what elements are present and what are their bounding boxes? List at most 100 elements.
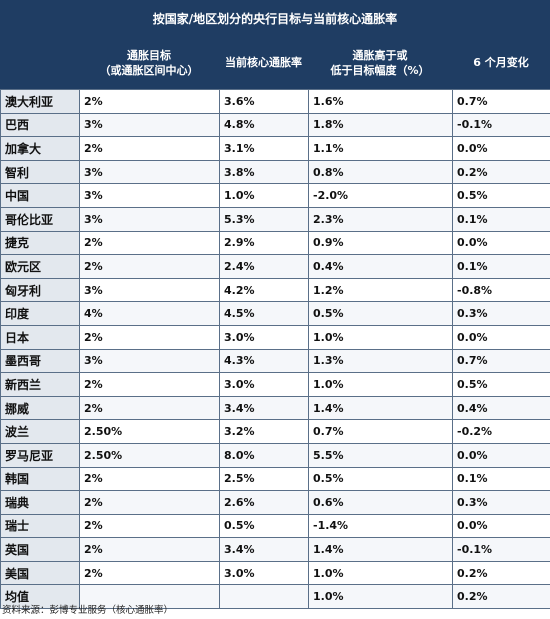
table-row: 美国 2% 3.0% 1.0% 0.2% bbox=[0, 560, 550, 586]
country-cell: 捷克 bbox=[0, 230, 80, 256]
core-cell: 3.0% bbox=[219, 324, 309, 350]
target-cell: 3% bbox=[79, 277, 220, 303]
core-cell bbox=[219, 584, 309, 610]
country-cell: 中国 bbox=[0, 183, 80, 208]
gap-cell: 0.6% bbox=[308, 490, 453, 515]
change-cell: 0.0% bbox=[452, 513, 550, 539]
target-cell: 2% bbox=[79, 466, 220, 492]
change-cell: 0.2% bbox=[452, 560, 550, 586]
target-cell bbox=[79, 584, 220, 610]
gap-cell: 1.4% bbox=[308, 395, 453, 421]
header-country bbox=[0, 36, 79, 89]
gap-cell: 0.4% bbox=[308, 254, 453, 279]
table-row-average: 均值 1.0% 0.2% bbox=[0, 584, 550, 610]
target-cell: 2% bbox=[79, 513, 220, 539]
change-cell: 0.1% bbox=[452, 206, 550, 232]
table-title: 按国家/地区划分的央行目标与当前核心通胀率 bbox=[0, 0, 550, 36]
gap-cell: 1.2% bbox=[308, 277, 453, 303]
change-cell: -0.8% bbox=[452, 277, 550, 303]
table-body: 澳大利亚 2% 3.6% 1.6% 0.7% 巴西 3% 4.8% 1.8% -0.1% 加拿大 2%… bbox=[0, 89, 550, 610]
header-gap-label: 通胀高于或 低于目标幅度（%） bbox=[330, 48, 430, 77]
header-change: 6 个月变化 bbox=[452, 36, 550, 89]
target-cell: 2% bbox=[79, 560, 220, 586]
change-cell: 0.2% bbox=[452, 159, 550, 185]
table-row: 新西兰 2% 3.0% 1.0% 0.5% bbox=[0, 372, 550, 397]
country-cell: 印度 bbox=[0, 301, 80, 326]
target-cell: 2% bbox=[79, 89, 220, 114]
core-cell: 4.2% bbox=[219, 277, 309, 303]
change-cell: 0.7% bbox=[452, 348, 550, 374]
core-cell: 3.4% bbox=[219, 537, 309, 562]
country-cell: 加拿大 bbox=[0, 136, 80, 161]
gap-cell: 0.8% bbox=[308, 159, 453, 185]
core-cell: 3.8% bbox=[219, 159, 309, 185]
gap-cell: 1.8% bbox=[308, 112, 453, 138]
country-cell: 欧元区 bbox=[0, 254, 80, 279]
gap-cell: 1.1% bbox=[308, 136, 453, 161]
core-cell: 3.0% bbox=[219, 372, 309, 397]
change-cell: 0.0% bbox=[452, 230, 550, 256]
table-row: 波兰 2.50% 3.2% 0.7% -0.2% bbox=[0, 419, 550, 444]
table-row: 加拿大 2% 3.1% 1.1% 0.0% bbox=[0, 136, 550, 161]
table-row: 哥伦比亚 3% 5.3% 2.3% 0.1% bbox=[0, 206, 550, 232]
core-cell: 4.3% bbox=[219, 348, 309, 374]
country-cell: 哥伦比亚 bbox=[0, 206, 80, 232]
country-cell: 瑞士 bbox=[0, 513, 80, 539]
table-row: 匈牙利 3% 4.2% 1.2% -0.8% bbox=[0, 277, 550, 303]
table-row: 欧元区 2% 2.4% 0.4% 0.1% bbox=[0, 254, 550, 279]
core-cell: 2.4% bbox=[219, 254, 309, 279]
core-cell: 4.8% bbox=[219, 112, 309, 138]
gap-cell: 0.7% bbox=[308, 419, 453, 444]
change-cell: 0.7% bbox=[452, 89, 550, 114]
table-row: 瑞士 2% 0.5% -1.4% 0.0% bbox=[0, 513, 550, 539]
country-cell: 均值 bbox=[0, 584, 80, 610]
gap-cell: 0.5% bbox=[308, 466, 453, 492]
table-row: 捷克 2% 2.9% 0.9% 0.0% bbox=[0, 230, 550, 256]
target-cell: 2% bbox=[79, 254, 220, 279]
table-title-text: 按国家/地区划分的央行目标与当前核心通胀率 bbox=[152, 11, 398, 26]
country-cell: 英国 bbox=[0, 537, 80, 562]
change-cell: 0.3% bbox=[452, 490, 550, 515]
change-cell: -0.2% bbox=[452, 419, 550, 444]
country-cell: 瑞典 bbox=[0, 490, 80, 515]
country-cell: 澳大利亚 bbox=[0, 89, 80, 114]
table-row: 罗马尼亚 2.50% 8.0% 5.5% 0.0% bbox=[0, 442, 550, 468]
target-cell: 2% bbox=[79, 490, 220, 515]
target-cell: 4% bbox=[79, 301, 220, 326]
target-cell: 2% bbox=[79, 136, 220, 161]
table-row: 智利 3% 3.8% 0.8% 0.2% bbox=[0, 159, 550, 185]
change-cell: -0.1% bbox=[452, 537, 550, 562]
table-row: 韩国 2% 2.5% 0.5% 0.1% bbox=[0, 466, 550, 492]
change-cell: 0.5% bbox=[452, 183, 550, 208]
target-cell: 3% bbox=[79, 206, 220, 232]
change-cell: 0.3% bbox=[452, 301, 550, 326]
target-cell: 3% bbox=[79, 183, 220, 208]
core-cell: 4.5% bbox=[219, 301, 309, 326]
gap-cell: 1.6% bbox=[308, 89, 453, 114]
table-row: 澳大利亚 2% 3.6% 1.6% 0.7% bbox=[0, 89, 550, 114]
gap-cell: 0.9% bbox=[308, 230, 453, 256]
header-target: 通胀目标 （或通胀区间中心） bbox=[79, 36, 219, 89]
change-cell: 0.2% bbox=[452, 584, 550, 610]
country-cell: 日本 bbox=[0, 324, 80, 350]
country-cell: 挪威 bbox=[0, 395, 80, 421]
country-cell: 匈牙利 bbox=[0, 277, 80, 303]
table-row: 日本 2% 3.0% 1.0% 0.0% bbox=[0, 324, 550, 350]
change-cell: 0.0% bbox=[452, 442, 550, 468]
target-cell: 2% bbox=[79, 395, 220, 421]
source-note: 资料来源：彭博专业服务（核心通胀率） bbox=[2, 605, 174, 616]
change-cell: 0.1% bbox=[452, 466, 550, 492]
change-cell: 0.0% bbox=[452, 324, 550, 350]
gap-cell: 2.3% bbox=[308, 206, 453, 232]
table-row: 印度 4% 4.5% 0.5% 0.3% bbox=[0, 301, 550, 326]
gap-cell: -1.4% bbox=[308, 513, 453, 539]
gap-cell: 1.0% bbox=[308, 324, 453, 350]
country-cell: 巴西 bbox=[0, 112, 80, 138]
target-cell: 2.50% bbox=[79, 442, 220, 468]
core-cell: 0.5% bbox=[219, 513, 309, 539]
gap-cell: 0.5% bbox=[308, 301, 453, 326]
table-row: 墨西哥 3% 4.3% 1.3% 0.7% bbox=[0, 348, 550, 374]
change-cell: 0.0% bbox=[452, 136, 550, 161]
core-cell: 5.3% bbox=[219, 206, 309, 232]
